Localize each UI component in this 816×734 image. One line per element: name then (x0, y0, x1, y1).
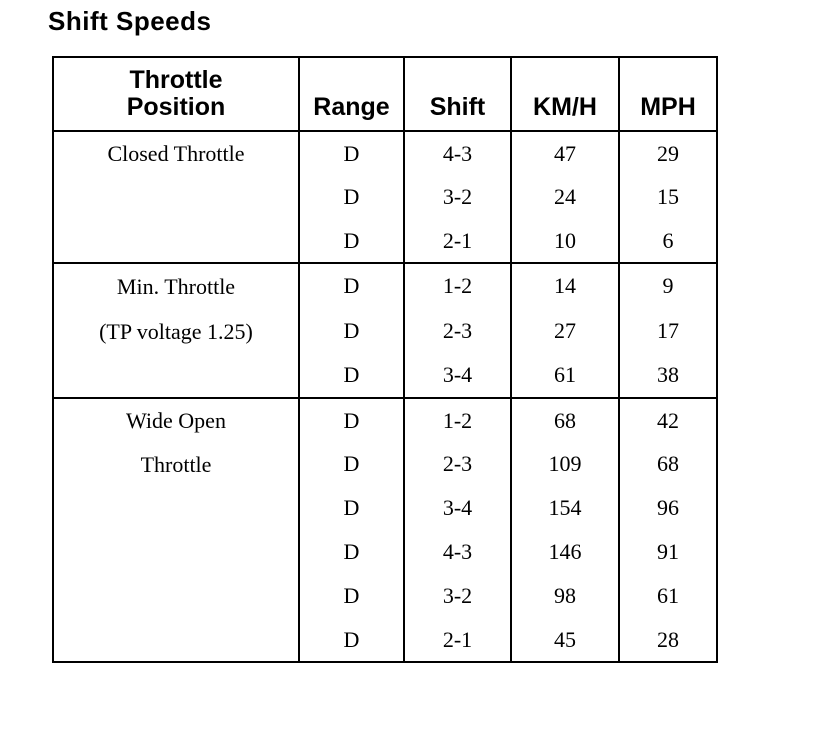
mph-cell: 96 (618, 486, 717, 530)
table-row: D 2-1 10 6 (53, 219, 717, 263)
range-cell: D (298, 262, 404, 308)
column-header-mph: MPH (618, 57, 717, 132)
range-cell: D (298, 175, 404, 219)
table-row: Wide Open Throttle D 1-2 68 42 (53, 397, 717, 662)
range-cell: D (298, 219, 404, 263)
table-row: D 2-3 109 68 (53, 442, 717, 486)
kmh-cell: 109 (510, 442, 619, 486)
table-row: D 2-1 45 28 (53, 618, 717, 662)
throttle-position-line: Wide Open (126, 408, 226, 433)
throttle-position-line: Closed Throttle (107, 141, 245, 166)
column-header-range: Range (298, 57, 404, 132)
shift-cell: 1-2 (403, 262, 511, 308)
mph-cell: 29 (618, 130, 717, 175)
mph-cell: 38 (618, 353, 717, 398)
mph-cell: 6 (618, 219, 717, 263)
table-row: D 3-2 98 61 (53, 574, 717, 618)
shift-cell: 2-1 (403, 219, 511, 263)
shift-cell: 1-2 (403, 397, 511, 442)
shift-cell: 4-3 (403, 130, 511, 175)
kmh-cell: 47 (510, 130, 619, 175)
table-row: Closed Throttle D 4-3 47 29 (53, 130, 717, 263)
mph-cell: 15 (618, 175, 717, 219)
mph-cell: 68 (618, 442, 717, 486)
mph-cell: 42 (618, 397, 717, 442)
table-row: D 3-2 24 15 (53, 175, 717, 219)
shift-speeds-table: Throttle Position Range Shift KM/H MPH C… (52, 56, 718, 663)
throttle-position-line: (TP voltage 1.25) (99, 318, 253, 344)
range-cell: D (298, 574, 404, 618)
header-line: Throttle (129, 66, 223, 94)
page-title: Shift Speeds (48, 6, 212, 36)
shift-cell: 2-3 (403, 442, 511, 486)
table-row: D 4-3 146 91 (53, 530, 717, 574)
table-row: D 2-3 27 17 (53, 308, 717, 353)
table-row: D 3-4 61 38 (53, 353, 717, 398)
throttle-position-cell: Min. Throttle (TP voltage 1.25) (53, 262, 299, 398)
shift-cell: 2-1 (403, 618, 511, 662)
shift-cell: 3-4 (403, 353, 511, 398)
kmh-cell: 61 (510, 353, 619, 398)
throttle-position-cell: Closed Throttle (53, 130, 299, 263)
range-cell: D (298, 308, 404, 353)
kmh-cell: 146 (510, 530, 619, 574)
range-cell: D (298, 130, 404, 175)
table-row: D 3-4 154 96 (53, 486, 717, 530)
throttle-position-line: Min. Throttle (116, 273, 236, 299)
kmh-cell: 10 (510, 219, 619, 263)
throttle-position-line: Throttle (140, 452, 212, 477)
header-line: Position (126, 93, 226, 121)
kmh-cell: 45 (510, 618, 619, 662)
kmh-cell: 68 (510, 397, 619, 442)
mph-cell: 28 (618, 618, 717, 662)
range-cell: D (298, 618, 404, 662)
range-cell: D (298, 353, 404, 398)
mph-cell: 9 (618, 262, 717, 308)
shift-cell: 3-2 (403, 175, 511, 219)
throttle-position-cell: Wide Open Throttle (53, 397, 299, 662)
kmh-cell: 98 (510, 574, 619, 618)
range-cell: D (298, 397, 404, 442)
table-body: Closed Throttle D 4-3 47 29 D 3-2 24 15 D 2-1 10 6 Mi… (53, 130, 717, 662)
shift-cell: 3-2 (403, 574, 511, 618)
shift-cell: 3-4 (403, 486, 511, 530)
shift-cell: 4-3 (403, 530, 511, 574)
range-cell: D (298, 530, 404, 574)
range-cell: D (298, 486, 404, 530)
mph-cell: 91 (618, 530, 717, 574)
column-header-throttle-position: Throttle Position (53, 57, 299, 132)
column-header-kmh: KM/H (510, 57, 619, 132)
column-header-shift: Shift (403, 57, 511, 132)
kmh-cell: 154 (510, 486, 619, 530)
range-cell: D (298, 442, 404, 486)
mph-cell: 17 (618, 308, 717, 353)
kmh-cell: 27 (510, 308, 619, 353)
kmh-cell: 24 (510, 175, 619, 219)
kmh-cell: 14 (510, 262, 619, 308)
shift-cell: 2-3 (403, 308, 511, 353)
mph-cell: 61 (618, 574, 717, 618)
header-row: Throttle Position Range Shift KM/H MPH (53, 57, 717, 132)
table-row: Min. Throttle (TP voltage 1.25) D 1-2 14 9 (53, 262, 717, 398)
